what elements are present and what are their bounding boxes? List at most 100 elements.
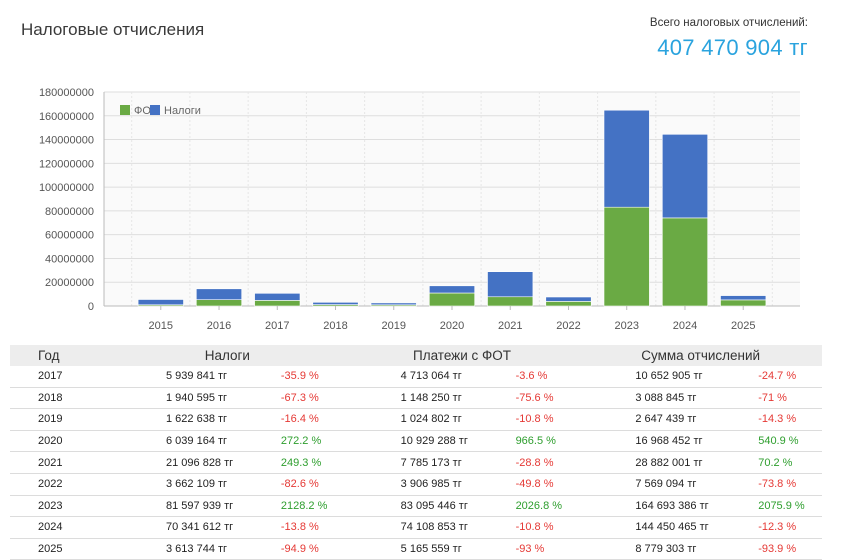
legend-swatch-fot bbox=[120, 105, 130, 115]
cell-tax: 81 597 939 тг bbox=[110, 495, 271, 518]
cell-sum-change: 540.9 % bbox=[748, 430, 822, 453]
cell-sum-change: -71 % bbox=[748, 387, 822, 410]
cell-fot: 83 095 446 тг bbox=[344, 495, 506, 518]
bar-segment-fot bbox=[428, 292, 475, 307]
cell-fot-change: -75.6 % bbox=[505, 387, 580, 410]
x-tick-label: 2017 bbox=[265, 320, 289, 332]
bar-segment-fot bbox=[254, 300, 301, 307]
cell-tax: 70 341 612 тг bbox=[110, 516, 271, 539]
table-row: 2020 6 039 164 тг 272.2 % 10 929 288 тг 966.… bbox=[10, 430, 822, 453]
x-tick-label: 2021 bbox=[498, 320, 522, 332]
table-row: 2017 5 939 841 тг -35.9 % 4 713 064 тг -3.6 … bbox=[10, 366, 822, 388]
cell-sum-change: -12.3 % bbox=[748, 516, 822, 539]
table-row: 2024 70 341 612 тг -13.8 % 74 108 853 тг -10… bbox=[10, 516, 822, 539]
cell-fot: 74 108 853 тг bbox=[344, 516, 506, 539]
cell-fot-change: -10.8 % bbox=[505, 408, 580, 431]
cell-year: 2018 bbox=[10, 387, 110, 410]
cell-sum-change: 70.2 % bbox=[748, 451, 822, 474]
y-tick-label: 180000000 bbox=[39, 87, 94, 99]
column-header-sum: Сумма отчислений bbox=[641, 348, 761, 363]
legend-label-tax: Налоги bbox=[164, 105, 201, 117]
cell-sum-change: -14.3 % bbox=[748, 408, 822, 431]
bar-segment-tax bbox=[196, 288, 243, 301]
cell-tax: 1 940 595 тг bbox=[110, 387, 271, 410]
bar-segment-fot bbox=[545, 301, 592, 307]
bar-segment-tax bbox=[487, 271, 534, 298]
table-row: 2021 21 096 828 тг 249.3 % 7 785 173 тг -28.… bbox=[10, 451, 822, 474]
cell-tax: 5 939 841 тг bbox=[110, 366, 271, 388]
y-tick-label: 40000000 bbox=[45, 253, 94, 265]
cell-sum-change: -24.7 % bbox=[748, 366, 822, 388]
x-tick-label: 2016 bbox=[207, 320, 231, 332]
bar-segment-tax bbox=[370, 302, 417, 306]
cell-year: 2020 bbox=[10, 430, 110, 453]
stacked-bar-chart: 0 20000000 40000000 60000000 80000000 1000000… bbox=[39, 87, 800, 332]
total-label: Всего налоговых отчислений: bbox=[649, 17, 808, 29]
cell-tax-change: -13.8 % bbox=[270, 516, 345, 539]
bar-segment-tax bbox=[545, 296, 592, 302]
table-header-row: Год Налоги Платежи с ФОТ Сумма отчислени… bbox=[10, 345, 822, 366]
cell-fot: 7 785 173 тг bbox=[344, 451, 506, 474]
cell-tax-change: -16.4 % bbox=[270, 408, 345, 431]
cell-fot: 4 713 064 тг bbox=[344, 366, 506, 388]
column-header-year: Год bbox=[38, 348, 60, 363]
bar-segment-fot bbox=[487, 296, 534, 307]
bar-segment-fot bbox=[196, 299, 243, 307]
bar-segment-tax bbox=[137, 299, 184, 306]
x-tick-label: 2020 bbox=[440, 320, 464, 332]
cell-tax-change: -82.6 % bbox=[270, 473, 345, 496]
cell-sum: 3 088 845 тг bbox=[579, 387, 749, 410]
cell-sum: 2 647 439 тг bbox=[579, 408, 749, 431]
cell-sum-change: 2075.9 % bbox=[748, 495, 822, 518]
x-tick-label: 2019 bbox=[382, 320, 406, 332]
cell-year: 2017 bbox=[10, 366, 110, 388]
cell-tax-change: -35.9 % bbox=[270, 366, 345, 388]
page-title: Налоговые отчисления bbox=[21, 20, 205, 39]
cell-sum: 8 779 303 тг bbox=[579, 538, 749, 560]
legend-swatch-tax bbox=[150, 105, 160, 115]
table-body: 2017 5 939 841 тг -35.9 % 4 713 064 тг -3.6 … bbox=[10, 366, 822, 560]
x-tick-label: 2018 bbox=[323, 320, 347, 332]
cell-tax: 3 662 109 тг bbox=[110, 473, 271, 496]
cell-tax-change: -67.3 % bbox=[270, 387, 345, 410]
cell-fot: 1 024 802 тг bbox=[344, 408, 506, 431]
cell-year: 2019 bbox=[10, 408, 110, 431]
tax-table: Год Налоги Платежи с ФОТ Сумма отчислени… bbox=[10, 345, 822, 560]
y-tick-label: 100000000 bbox=[39, 182, 94, 194]
x-tick-label: 2022 bbox=[556, 320, 580, 332]
cell-year: 2024 bbox=[10, 516, 110, 539]
bar-segment-fot bbox=[720, 299, 767, 307]
cell-sum: 144 450 465 тг bbox=[579, 516, 749, 539]
cell-tax-change: 249.3 % bbox=[270, 451, 345, 474]
cell-sum: 10 652 905 тг bbox=[579, 366, 749, 388]
column-header-tax: Налоги bbox=[204, 348, 250, 363]
total-value: 407 470 904 тг bbox=[657, 35, 808, 60]
bar-segment-fot bbox=[661, 217, 708, 307]
cell-year: 2022 bbox=[10, 473, 110, 496]
y-tick-label: 20000000 bbox=[45, 277, 94, 289]
bar-segment-tax bbox=[428, 285, 475, 294]
x-tick-label: 2015 bbox=[149, 320, 173, 332]
y-tick-label: 0 bbox=[88, 301, 94, 313]
cell-tax: 6 039 164 тг bbox=[110, 430, 271, 453]
cell-sum: 164 693 386 тг bbox=[579, 495, 749, 518]
y-tick-label: 140000000 bbox=[39, 135, 94, 147]
bar-segment-fot bbox=[603, 206, 650, 307]
x-tick-label: 2025 bbox=[731, 320, 755, 332]
bar-segment-tax bbox=[312, 302, 359, 305]
cell-tax: 21 096 828 тг bbox=[110, 451, 271, 474]
column-header-fot: Платежи с ФОТ bbox=[413, 348, 512, 363]
cell-tax: 1 622 638 тг bbox=[110, 408, 271, 431]
cell-fot-change: 2026.8 % bbox=[505, 495, 580, 518]
cell-fot: 3 906 985 тг bbox=[344, 473, 506, 496]
bar-segment-tax bbox=[720, 295, 767, 301]
cell-fot-change: -3.6 % bbox=[505, 366, 580, 388]
table-row: 2022 3 662 109 тг -82.6 % 3 906 985 тг -49.8… bbox=[10, 473, 822, 496]
bar-segment-tax bbox=[254, 293, 301, 301]
cell-sum: 28 882 001 тг bbox=[579, 451, 749, 474]
cell-fot: 10 929 288 тг bbox=[344, 430, 506, 453]
cell-fot-change: -28.8 % bbox=[505, 451, 580, 474]
y-tick-label: 60000000 bbox=[45, 230, 94, 242]
table-row: 2023 81 597 939 тг 2128.2 % 83 095 446 тг 20… bbox=[10, 495, 822, 518]
x-tick-label: 2023 bbox=[614, 320, 638, 332]
